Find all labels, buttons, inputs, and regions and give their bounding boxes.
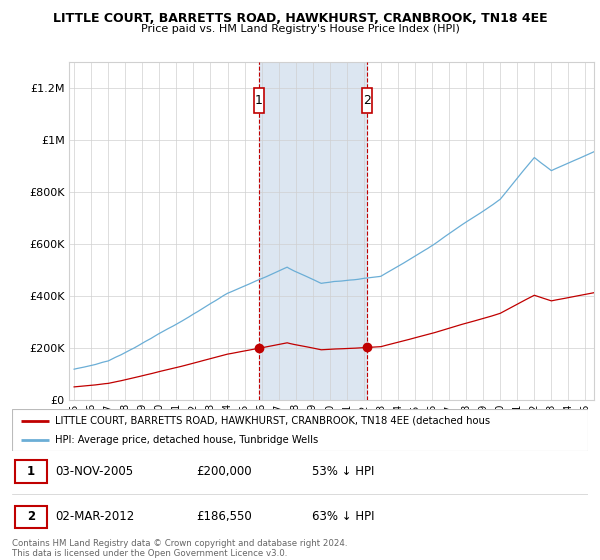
- Text: 63% ↓ HPI: 63% ↓ HPI: [311, 510, 374, 524]
- Text: 02-MAR-2012: 02-MAR-2012: [55, 510, 134, 524]
- FancyBboxPatch shape: [254, 88, 264, 113]
- Text: £200,000: £200,000: [196, 465, 252, 478]
- Text: Contains HM Land Registry data © Crown copyright and database right 2024.: Contains HM Land Registry data © Crown c…: [12, 539, 347, 548]
- Text: LITTLE COURT, BARRETTS ROAD, HAWKHURST, CRANBROOK, TN18 4EE (detached hous: LITTLE COURT, BARRETTS ROAD, HAWKHURST, …: [55, 416, 490, 426]
- Text: 2: 2: [363, 94, 371, 107]
- Text: 53% ↓ HPI: 53% ↓ HPI: [311, 465, 374, 478]
- FancyBboxPatch shape: [15, 506, 47, 528]
- FancyBboxPatch shape: [15, 460, 47, 483]
- Text: 03-NOV-2005: 03-NOV-2005: [55, 465, 133, 478]
- Text: 1: 1: [26, 465, 35, 478]
- Text: HPI: Average price, detached house, Tunbridge Wells: HPI: Average price, detached house, Tunb…: [55, 435, 319, 445]
- Text: 2: 2: [26, 510, 35, 524]
- FancyBboxPatch shape: [362, 88, 372, 113]
- Text: Price paid vs. HM Land Registry's House Price Index (HPI): Price paid vs. HM Land Registry's House …: [140, 24, 460, 34]
- Text: 1: 1: [255, 94, 263, 107]
- Text: £186,550: £186,550: [196, 510, 252, 524]
- Text: This data is licensed under the Open Government Licence v3.0.: This data is licensed under the Open Gov…: [12, 549, 287, 558]
- Text: LITTLE COURT, BARRETTS ROAD, HAWKHURST, CRANBROOK, TN18 4EE: LITTLE COURT, BARRETTS ROAD, HAWKHURST, …: [53, 12, 547, 25]
- Bar: [259, 62, 367, 400]
